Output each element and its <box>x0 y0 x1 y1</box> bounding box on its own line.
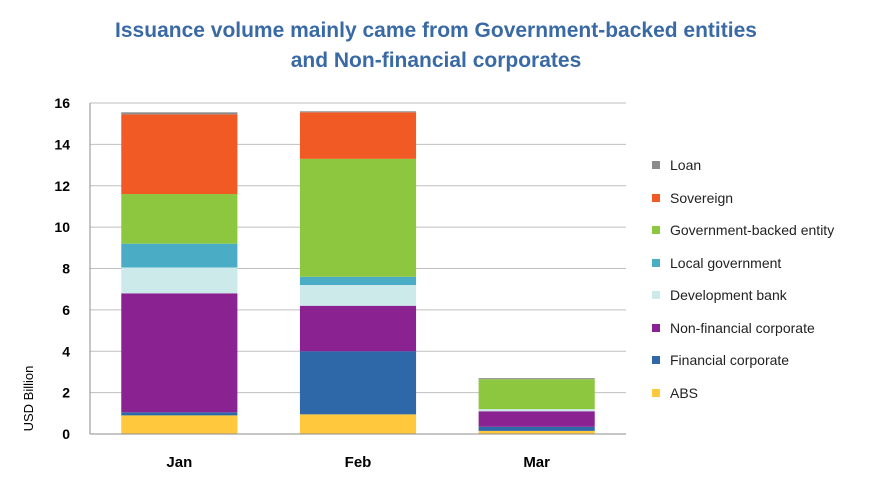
y-tick-label: 16 <box>54 95 70 111</box>
legend-swatch <box>652 388 660 397</box>
bar-segment-feb-4 <box>299 276 417 286</box>
y-tick-label: 4 <box>62 343 70 359</box>
x-tick-label: Mar <box>523 454 550 471</box>
bar-segment-jan-7 <box>121 112 238 115</box>
legend-swatch <box>652 161 660 169</box>
legend-label: Sovereign <box>670 189 734 206</box>
chart-title-line-2: and Non-financial corporates <box>290 49 582 72</box>
y-tick-label: 0 <box>62 426 70 442</box>
bar-segment-jan-0 <box>121 415 238 434</box>
legend-swatch <box>652 258 660 267</box>
bar-segment-jan-2 <box>121 293 238 413</box>
bar-segment-feb-5 <box>299 158 417 277</box>
bar-segment-feb-0 <box>299 414 417 434</box>
bar-segment-jan-6 <box>121 114 238 195</box>
legend-label: Loan <box>670 157 702 173</box>
legend-swatch <box>652 291 660 299</box>
bar-segment-feb-2 <box>299 305 417 352</box>
bar-segment-feb-3 <box>299 285 417 306</box>
bar-segment-jan-1 <box>121 412 238 416</box>
bar-segment-mar-3 <box>478 409 595 412</box>
y-tick-label: 2 <box>62 385 70 401</box>
bar-segment-mar-5 <box>478 379 595 410</box>
x-tick-label: Feb <box>345 454 372 471</box>
bar-segment-mar-7 <box>478 378 595 380</box>
legend-swatch <box>652 356 660 364</box>
legend-label: Local government <box>670 254 782 271</box>
bar-segment-jan-3 <box>121 267 238 294</box>
bar-segment-feb-1 <box>299 351 417 415</box>
bar-segment-feb-6 <box>299 112 417 159</box>
legend-swatch <box>652 193 660 202</box>
legend-swatch <box>652 226 660 234</box>
y-axis-title: USD Billion <box>21 366 36 432</box>
bar-segment-jan-5 <box>121 194 238 244</box>
legend-label: ABS <box>670 384 699 401</box>
legend-swatch <box>652 323 660 332</box>
bar-segment-mar-2 <box>478 411 595 427</box>
x-tick-label: Jan <box>166 454 192 471</box>
bar-segment-feb-7 <box>299 111 417 113</box>
bar-segment-mar-1 <box>478 426 595 431</box>
y-tick-label: 10 <box>54 219 70 235</box>
legend-label: Non-financial corporate <box>670 319 815 336</box>
y-tick-label: 6 <box>62 302 70 318</box>
bar-segment-mar-0 <box>478 430 595 434</box>
y-tick-label: 14 <box>54 136 70 152</box>
y-tick-label: 12 <box>54 178 70 194</box>
legend-label: Financial corporate <box>670 352 790 368</box>
chart-title-line-1: Issuance volume mainly came from Governm… <box>115 19 757 42</box>
legend-label: Government-backed entity <box>670 222 835 238</box>
y-tick-label: 8 <box>62 261 70 277</box>
legend-label: Development bank <box>670 287 787 303</box>
bar-segment-jan-4 <box>121 243 238 268</box>
chart-title: Issuance volume mainly came from Governm… <box>0 16 872 76</box>
